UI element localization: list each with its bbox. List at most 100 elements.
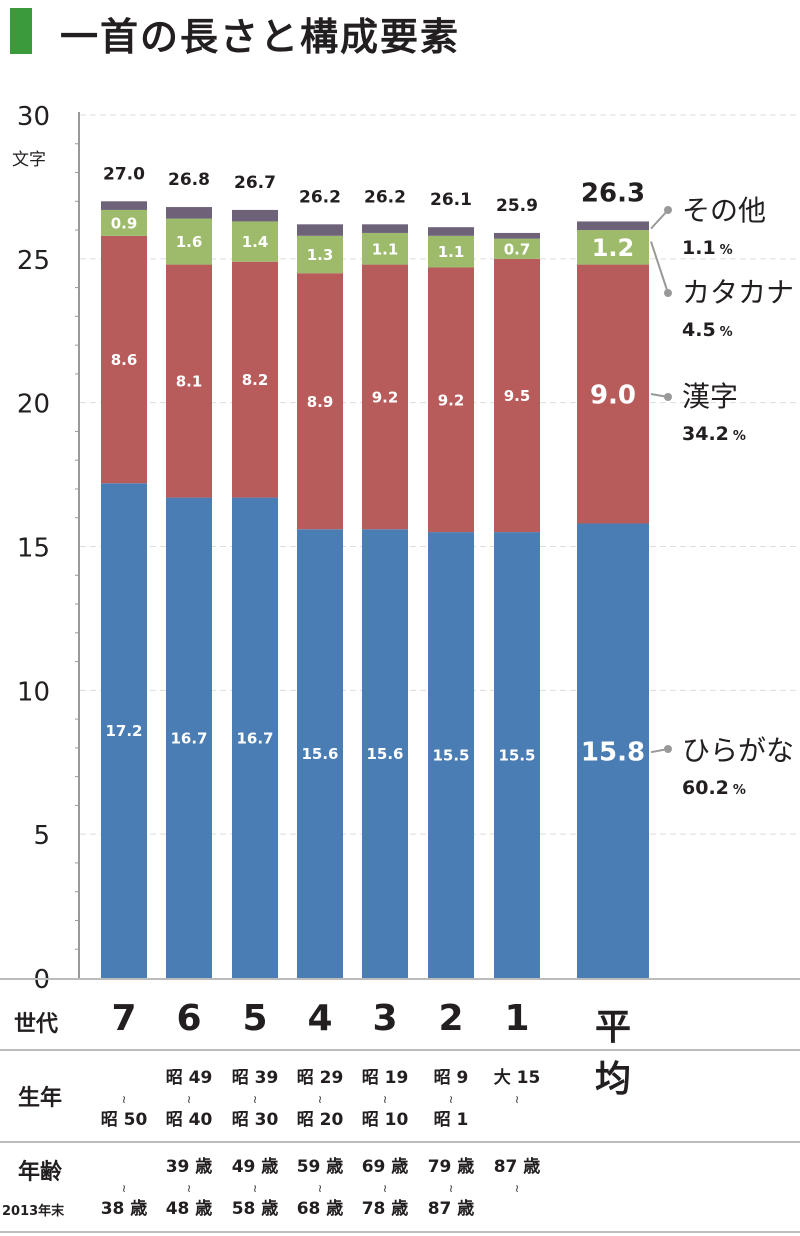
bar-segment-その他 <box>362 224 408 233</box>
total-label: 26.8 <box>168 170 210 190</box>
data-label: 1.1 <box>372 240 399 258</box>
generation-value: 4 <box>307 998 333 1039</box>
birth-year-to: 昭 30 <box>231 1110 279 1130</box>
data-label: 1.3 <box>307 246 334 264</box>
generation-value: 6 <box>176 998 202 1039</box>
data-label: 9.5 <box>504 387 531 405</box>
data-label: 17.2 <box>105 722 142 740</box>
age-to: 87 歳 <box>427 1199 475 1219</box>
bar-segment-その他 <box>101 201 147 210</box>
range-tilde: ≀ <box>448 1093 454 1106</box>
bar-segment-その他 <box>577 221 649 231</box>
data-label: 1.2 <box>592 234 635 262</box>
y-tick-label: 10 <box>17 677 50 707</box>
generation-value: 1 <box>504 998 530 1039</box>
y-tick-label: 20 <box>17 390 50 420</box>
bar-segment-カタカナ <box>494 238 540 259</box>
bar-segment-ひらがな <box>362 529 408 978</box>
data-label: 9.0 <box>590 381 636 411</box>
total-label: 26.7 <box>234 173 276 193</box>
title-accent-bar <box>10 8 32 54</box>
birth-year-from: 昭 39 <box>231 1068 279 1088</box>
total-label: 27.0 <box>103 164 145 184</box>
birth-year-from: 昭 49 <box>165 1068 213 1088</box>
birth-year-to: 昭 1 <box>433 1110 469 1130</box>
age-to: 58 歳 <box>231 1199 279 1219</box>
range-tilde: ≀ <box>382 1182 388 1195</box>
bar-segment-ひらがな <box>428 532 474 978</box>
age-from: 49 歳 <box>231 1157 279 1177</box>
age-to: 68 歳 <box>296 1199 344 1219</box>
legend-dot <box>664 206 672 214</box>
total-label: 26.1 <box>430 190 472 210</box>
data-label: 1.4 <box>242 233 269 251</box>
bar-segment-漢字 <box>166 264 212 498</box>
percent-sign: % <box>733 429 746 444</box>
data-label: 15.8 <box>581 737 645 767</box>
bar-segment-ひらがな <box>297 529 343 978</box>
data-label: 9.2 <box>372 388 399 406</box>
data-label: 15.6 <box>366 745 403 763</box>
data-label: 1.1 <box>438 243 465 261</box>
generation-value: 3 <box>372 998 398 1039</box>
bar-segment-その他 <box>232 209 278 222</box>
bar-segment-その他 <box>166 207 212 219</box>
birth-year-to: 昭 40 <box>165 1110 213 1130</box>
range-tilde: ≀ <box>514 1093 520 1106</box>
y-tick-label: 5 <box>33 821 50 851</box>
data-label: 9.2 <box>438 391 465 409</box>
bar-segment-ひらがな <box>166 497 212 978</box>
data-label: 15.5 <box>432 747 469 765</box>
data-label: 8.6 <box>111 351 138 369</box>
range-tilde: ≀ <box>121 1093 127 1106</box>
y-tick-label: 30 <box>17 102 50 132</box>
bar-segment-漢字 <box>101 235 147 484</box>
age-from: 39 歳 <box>165 1157 213 1177</box>
birth-year-to: 昭 50 <box>100 1110 148 1130</box>
bar-segment-カタカナ <box>362 232 408 265</box>
data-label: 15.5 <box>498 747 535 765</box>
legend-dot <box>664 745 672 753</box>
range-tilde: ≀ <box>252 1182 258 1195</box>
birth-year-from: 昭 19 <box>361 1068 409 1088</box>
bar-segment-漢字 <box>577 264 649 524</box>
bar-segment-その他 <box>428 227 474 236</box>
range-tilde: ≀ <box>448 1182 454 1195</box>
legend-dot <box>664 289 672 297</box>
age-from: 79 歳 <box>427 1157 475 1177</box>
bar-segment-漢字 <box>297 273 343 530</box>
bar-segment-ひらがな <box>101 483 147 978</box>
bar-segment-カタカナ <box>577 230 649 265</box>
age-to: 48 歳 <box>165 1199 213 1219</box>
generation-value: 5 <box>242 998 268 1039</box>
legend-dot <box>664 393 672 401</box>
bar-segment-漢字 <box>494 258 540 533</box>
data-label: 0.7 <box>504 240 531 258</box>
y-tick-label: 0 <box>33 965 50 990</box>
age-to: 38 歳 <box>100 1199 148 1219</box>
birth-year-from: 大 15 <box>493 1068 541 1088</box>
data-label: 8.1 <box>176 373 203 391</box>
age-from: 87 歳 <box>493 1157 541 1177</box>
age-from: 69 歳 <box>361 1157 409 1177</box>
age-to: 78 歳 <box>361 1199 409 1219</box>
legend-leader-line <box>650 241 669 294</box>
bar-segment-カタカナ <box>101 209 147 236</box>
legend-percent: 1.1% <box>682 237 733 259</box>
birth-year-from: 昭 29 <box>296 1068 344 1088</box>
data-label: 8.2 <box>242 371 269 389</box>
age-row-sublabel: 2013年末 <box>2 1204 65 1219</box>
birth-year-to: 昭 10 <box>361 1110 409 1130</box>
y-axis-label: 文字 <box>12 150 46 170</box>
data-label: 15.6 <box>301 745 338 763</box>
range-tilde: ≀ <box>317 1182 323 1195</box>
total-label: 26.2 <box>299 187 341 207</box>
legend-leader-line <box>650 209 669 230</box>
generation-row-label: 世代 <box>14 1012 59 1037</box>
percent-sign: % <box>720 325 733 340</box>
bar-segment-カタカナ <box>297 235 343 274</box>
bar-segment-ひらがな <box>577 523 649 978</box>
percent-sign: % <box>733 783 746 798</box>
data-label: 1.6 <box>176 233 203 251</box>
data-label: 16.7 <box>236 729 273 747</box>
